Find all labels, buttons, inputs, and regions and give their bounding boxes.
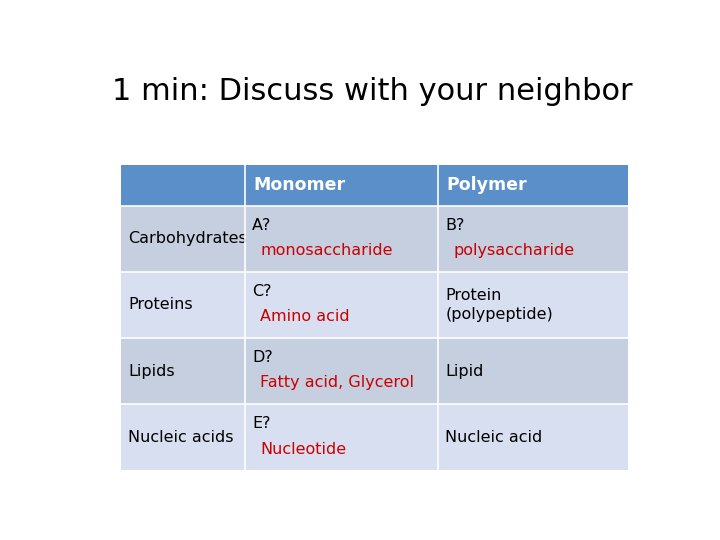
Bar xyxy=(245,338,438,404)
Bar xyxy=(438,338,629,404)
Bar xyxy=(438,206,629,272)
Text: polysaccharide: polysaccharide xyxy=(453,244,575,258)
Bar xyxy=(121,272,245,338)
Bar xyxy=(121,165,245,206)
Text: Protein
(polypeptide): Protein (polypeptide) xyxy=(445,288,553,322)
Text: C?: C? xyxy=(252,284,272,299)
Text: D?: D? xyxy=(252,350,273,366)
Text: Fatty acid, Glycerol: Fatty acid, Glycerol xyxy=(260,375,414,390)
Bar xyxy=(245,206,438,272)
Text: Polymer: Polymer xyxy=(446,176,527,194)
Text: Amino acid: Amino acid xyxy=(260,309,350,325)
Text: B?: B? xyxy=(445,218,464,233)
Bar xyxy=(438,404,629,470)
Bar xyxy=(121,206,245,272)
Text: A?: A? xyxy=(252,218,271,233)
Text: Proteins: Proteins xyxy=(128,298,192,313)
Bar xyxy=(438,165,629,206)
Text: E?: E? xyxy=(252,416,271,431)
Text: monosaccharide: monosaccharide xyxy=(260,244,392,258)
Text: Nucleic acid: Nucleic acid xyxy=(445,430,543,444)
Bar xyxy=(438,272,629,338)
Text: Lipids: Lipids xyxy=(128,363,174,379)
Text: Nucleotide: Nucleotide xyxy=(260,442,346,456)
Bar xyxy=(121,338,245,404)
Bar xyxy=(245,165,438,206)
Bar xyxy=(245,272,438,338)
Text: 1 min: Discuss with your neighbor: 1 min: Discuss with your neighbor xyxy=(112,77,633,106)
Text: Lipid: Lipid xyxy=(445,363,484,379)
Text: Monomer: Monomer xyxy=(253,176,346,194)
Bar xyxy=(121,404,245,470)
Text: Carbohydrates: Carbohydrates xyxy=(128,232,247,246)
Bar xyxy=(245,404,438,470)
Text: Nucleic acids: Nucleic acids xyxy=(128,430,233,444)
